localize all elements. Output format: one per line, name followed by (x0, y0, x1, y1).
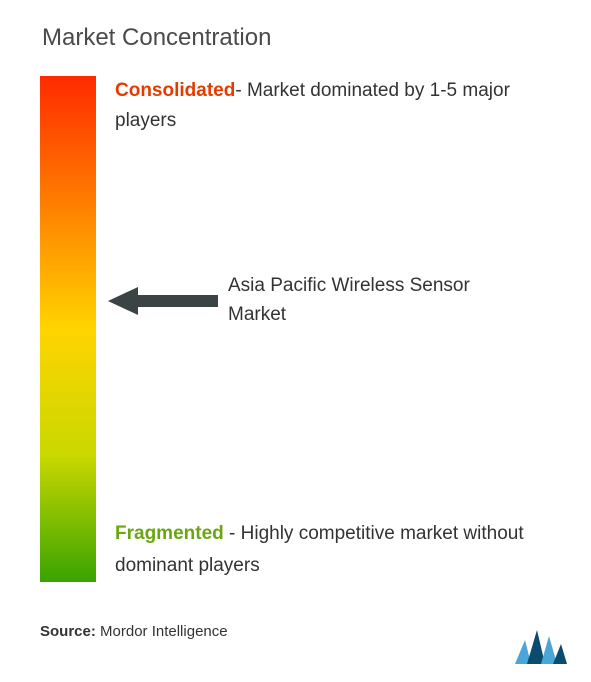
consolidated-text: Consolidated- Market dominated by 1-5 ma… (115, 76, 561, 137)
market-name-label: Asia Pacific Wireless Sensor Market (228, 272, 508, 329)
logo-shape-3 (541, 636, 557, 664)
mordor-logo-icon (515, 630, 567, 664)
source-label: Source: (40, 623, 96, 640)
fragmented-text: Fragmented - Highly competitive market w… (115, 518, 561, 583)
logo-shape-4 (553, 644, 567, 664)
source-line: Source: Mordor Intelligence (40, 623, 228, 640)
fragmented-label: Fragmented (115, 523, 224, 544)
concentration-gradient-bar (40, 76, 96, 582)
source-value: Mordor Intelligence (96, 623, 228, 640)
arrow-left-icon (108, 283, 218, 319)
arrow-head (108, 287, 138, 315)
arrow-shaft (138, 295, 218, 307)
consolidated-label: Consolidated (115, 80, 235, 101)
logo-shape-2 (527, 630, 545, 664)
page-title: Market Concentration (42, 24, 271, 52)
market-pointer: Asia Pacific Wireless Sensor Market (108, 272, 508, 329)
